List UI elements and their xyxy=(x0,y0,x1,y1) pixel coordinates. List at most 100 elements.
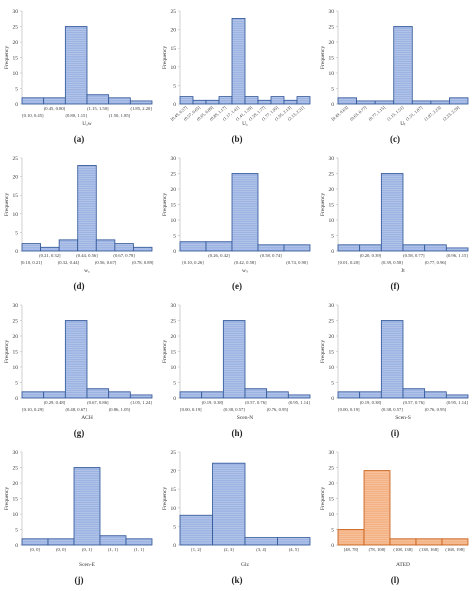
category-label: (0.77, 1.15] xyxy=(367,105,387,123)
histogram-bar xyxy=(99,535,127,546)
category-label: (0, 1] xyxy=(82,547,92,553)
histogram-bar xyxy=(43,391,66,399)
y-tick-label: 15 xyxy=(329,497,335,503)
y-axis-title: Frequency xyxy=(162,46,168,69)
category-label: (0, 0] xyxy=(56,547,66,553)
histogram-bar xyxy=(129,100,153,105)
category-label: (0.42, 0.58] xyxy=(234,260,256,266)
histogram-bar xyxy=(337,244,361,252)
y-axis-title: Frequency xyxy=(320,46,326,69)
histogram-bar xyxy=(359,244,382,252)
y-tick-label: 25 xyxy=(13,25,19,31)
y-tick-label: 10 xyxy=(329,218,335,224)
y-tick-label: 20 xyxy=(329,187,335,193)
y-tick-label: 5 xyxy=(15,528,18,534)
histogram-bar xyxy=(43,97,66,105)
histogram-bar xyxy=(21,538,49,546)
y-tick-label: 25 xyxy=(329,172,335,178)
histogram-bar xyxy=(212,462,246,546)
y-tick-label: 25 xyxy=(329,319,335,325)
x-axis-title: Scen-N xyxy=(237,415,254,421)
histogram-panel: 0 5 10 15 20 25 30 Frequency [48, 78] (78, 108] (1… xyxy=(316,444,474,591)
panel-letter: (h) xyxy=(231,428,243,438)
histogram-bar xyxy=(296,96,311,105)
y-tick-label: 25 xyxy=(171,9,177,15)
y-tick-label: 15 xyxy=(171,350,177,356)
histogram-panel: 0 5 10 15 20 25 30 Frequency [0.10, 0.29] (0.29, … xyxy=(0,297,158,444)
category-label: (0.96, 1.15] xyxy=(446,253,468,259)
panel-letter: (e) xyxy=(232,281,242,291)
histogram-bar xyxy=(86,94,110,105)
y-tick-label: 0 xyxy=(15,102,18,108)
histogram-bar xyxy=(337,391,361,399)
y-tick-label: 15 xyxy=(171,46,177,52)
category-label: (1.05, 1.24] xyxy=(130,400,152,406)
y-tick-label: 25 xyxy=(13,156,19,162)
y-tick-label: 20 xyxy=(171,334,177,340)
category-label: (1.51, 1.87] xyxy=(405,105,425,123)
y-tick-label: 5 xyxy=(173,234,176,240)
histogram-bar xyxy=(179,391,203,399)
category-label: (1.85, 2.20] xyxy=(130,106,152,112)
y-tick-label: 30 xyxy=(171,156,177,162)
histogram-panel: 0 5 10 15 20 25 Frequency [0.49, 0.57] (0.57, 0.… xyxy=(158,3,316,150)
y-axis-title: Frequency xyxy=(4,46,10,69)
histogram-bar xyxy=(337,529,365,546)
histogram-svg: 0 5 10 15 20 25 30 Frequency [0, 0] (0, 0] (0, 1] (… xyxy=(4,450,153,568)
category-label: (1, 1] xyxy=(134,547,144,553)
panel-letter: (g) xyxy=(73,428,85,438)
histogram-panel: 0 5 10 15 20 25 30 Frequency [0.49, 0.63] (0.63, … xyxy=(316,3,474,150)
y-tick-label: 30 xyxy=(13,450,19,456)
y-tick-label: 10 xyxy=(13,512,19,518)
histogram-bar xyxy=(337,97,357,105)
category-label: (0.76, 0.95] xyxy=(425,407,447,413)
category-label: [0, 0] xyxy=(30,547,40,553)
histogram-bar xyxy=(231,18,246,105)
y-tick-label: 0 xyxy=(173,543,176,549)
category-label: (0.38, 0.57] xyxy=(381,407,403,413)
category-label: (0.74, 0.90] xyxy=(286,260,308,266)
y-tick-label: 5 xyxy=(331,528,334,534)
category-label: (0.95, 1.14] xyxy=(446,400,468,406)
y-tick-label: 30 xyxy=(13,303,19,309)
histogram-bar xyxy=(449,97,469,105)
category-label: (0.48, 0.67] xyxy=(65,407,87,413)
histogram-panel: 0 5 10 15 20 25 Frequency [0.10, 0.21] (0.21, 0.… xyxy=(0,150,158,297)
y-tick-label: 20 xyxy=(329,481,335,487)
histogram-bar xyxy=(380,173,404,252)
histogram-bar xyxy=(58,239,79,252)
y-axis-title: Frequency xyxy=(4,340,10,363)
y-tick-label: 0 xyxy=(331,249,334,255)
x-axis-title: w꜀ xyxy=(84,268,90,274)
category-label: (168, 198] xyxy=(445,547,465,553)
panel-letter: (i) xyxy=(390,428,400,438)
y-tick-label: 5 xyxy=(173,524,176,530)
y-tick-label: 30 xyxy=(329,450,335,456)
category-label: (0.58, 0.74] xyxy=(260,253,282,259)
category-label: [1, 2] xyxy=(191,547,201,553)
histogram-bar xyxy=(424,244,447,252)
category-label: [0.01, 0.20] xyxy=(338,260,360,266)
histogram-svg: 0 5 10 15 20 25 30 Frequency [0.01, 0.20](0.20, … xyxy=(320,156,469,274)
histogram-bar xyxy=(64,26,88,105)
y-tick-label: 20 xyxy=(13,334,19,340)
histogram-panel: 0 5 10 15 20 25 Frequency [1, 2] (2, 3] (3, 4] (4,… xyxy=(158,444,316,591)
panel-letter: (b) xyxy=(231,134,243,144)
category-label: (0.19, 0.38] xyxy=(202,400,224,406)
histogram-bar xyxy=(129,394,153,399)
category-label: (0.32, 0.44] xyxy=(58,260,80,266)
y-tick-label: 10 xyxy=(171,65,177,71)
histogram-svg: 0 5 10 15 20 25 30 Frequency [0.00, 0.19](0.19, … xyxy=(162,303,311,421)
histogram-bar xyxy=(21,391,45,399)
y-tick-label: 30 xyxy=(171,303,177,309)
y-tick-label: 15 xyxy=(13,56,19,62)
histogram-bar xyxy=(95,239,116,252)
histogram-bar xyxy=(205,241,233,252)
y-axis-title: Frequency xyxy=(162,193,168,216)
y-tick-label: 25 xyxy=(171,172,177,178)
y-tick-label: 25 xyxy=(329,466,335,472)
histogram-bar xyxy=(389,538,417,546)
y-tick-label: 20 xyxy=(329,334,335,340)
category-label: (0.45, 0.80] xyxy=(44,106,66,112)
